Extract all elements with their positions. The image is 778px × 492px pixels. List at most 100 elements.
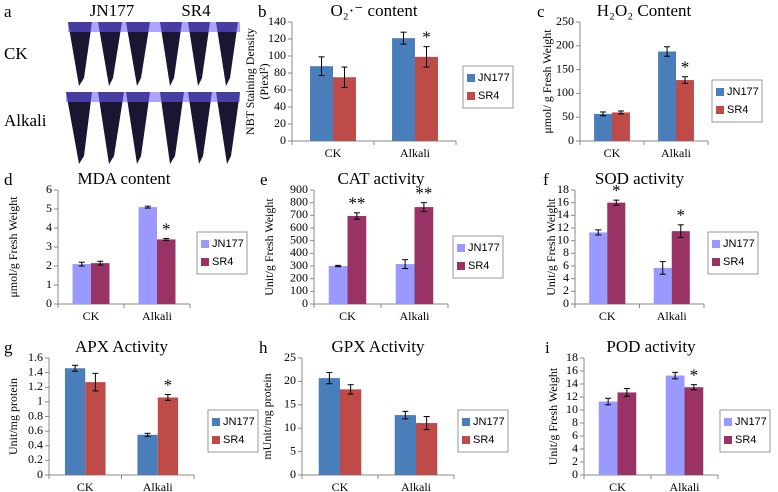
y-axis-label: Unit/g Fresh Weight (544, 198, 558, 296)
y-tick-label: 0.2 (28, 452, 43, 466)
y-tick-label: 1 (37, 394, 43, 408)
bar (414, 207, 434, 304)
y-tick-label: 0 (572, 467, 578, 481)
y-tick-label: 100 (290, 283, 308, 297)
root (160, 92, 184, 164)
column-label: JN177 (90, 1, 135, 20)
root (188, 92, 212, 164)
error-bar (318, 56, 325, 77)
y-tick-label: 100 (268, 48, 286, 62)
y-tick-label: 500 (290, 232, 308, 246)
chart-title: O₂·⁻ content (330, 1, 417, 20)
error-bar (677, 224, 684, 238)
chart-panel: b O₂·⁻ content NBT Staining Density (Piexl²… (243, 1, 514, 160)
y-tick-label: 14 (566, 376, 578, 390)
x-tick-label: Alkali (143, 480, 174, 492)
bar (594, 113, 612, 141)
chart-title: MDA content (77, 169, 170, 188)
y-tick-label: 8 (563, 245, 569, 259)
legend-box (196, 231, 248, 275)
y-axis-label: μmol/g Fresh Weight (6, 196, 20, 298)
bar (157, 397, 179, 475)
y-tick-label: 0 (302, 296, 308, 310)
bar (617, 392, 637, 475)
bar (64, 368, 86, 475)
legend-swatch (462, 436, 470, 444)
x-tick-label: CK (599, 309, 616, 323)
error-bar (659, 261, 666, 275)
bar (392, 38, 415, 141)
stain (68, 22, 240, 32)
panel-letter: d (4, 170, 13, 189)
x-tick-label: CK (77, 480, 94, 492)
y-tick-label: 1.4 (28, 364, 43, 378)
panel-letter: a (4, 2, 12, 21)
legend-swatch (724, 436, 732, 444)
x-tick-label: Alkali (401, 480, 432, 492)
legend-box (207, 409, 259, 453)
y-tick-label: 1.6 (28, 350, 43, 364)
chart-title: APX Activity (75, 337, 169, 356)
y-tick-label: 18 (566, 350, 578, 364)
panel-letter: f (543, 170, 549, 189)
y-tick-label: 6 (563, 258, 569, 272)
x-tick-label: CK (339, 309, 356, 323)
chart-panel: c H₂O₂ Content μmol/ g Fresh Weight 0 50 100 1… (537, 1, 763, 160)
y-tick-label: 300 (290, 258, 308, 272)
significance-label: * (677, 206, 686, 225)
error-bar (163, 237, 170, 241)
bar (658, 51, 676, 141)
bar (91, 263, 110, 304)
legend-swatch (212, 436, 220, 444)
y-tick-label: 14 (557, 207, 569, 221)
y-tick-label: 0 (290, 467, 296, 481)
bar (612, 112, 630, 141)
error-bar (144, 432, 151, 437)
y-tick-label: 10 (566, 402, 578, 416)
y-tick-label: 10 (557, 232, 569, 246)
y-tick-label: 0 (568, 133, 574, 147)
y-tick-label: 2 (563, 283, 569, 297)
root (126, 92, 150, 164)
y-tick-label: 600 (290, 220, 308, 234)
bar (137, 434, 158, 475)
root (188, 22, 210, 86)
legend-label: SR4 (727, 104, 748, 116)
chart-panel: g APX Activity Unit/mg protein 00.20.40.60.… (4, 337, 259, 492)
y-tick-label: 1.2 (28, 379, 43, 393)
legend-swatch (712, 258, 720, 266)
error-bar (423, 416, 430, 431)
stain (66, 92, 240, 102)
legend-label: JN177 (723, 238, 755, 250)
error-bar (613, 199, 620, 206)
y-tick-label: 18 (557, 182, 569, 196)
y-tick-label: 4 (46, 220, 52, 234)
legend-box (711, 79, 763, 123)
y-tick-label: 0 (46, 296, 52, 310)
error-bar (690, 384, 697, 391)
root-stain (66, 22, 240, 102)
y-tick-label: 2 (572, 454, 578, 468)
y-tick-label: 25 (284, 350, 296, 364)
y-tick-label: 0.6 (28, 423, 43, 437)
legend-swatch (724, 418, 732, 426)
legend-label: SR4 (212, 256, 233, 268)
error-bar (92, 372, 99, 392)
bar (72, 264, 91, 304)
error-bar (144, 205, 151, 209)
legend-swatch (712, 240, 720, 248)
y-tick-label: 15 (284, 397, 296, 411)
x-tick-label: Alkali (661, 146, 692, 160)
y-axis-label: mUnit/mg protein (260, 373, 274, 459)
bar (394, 415, 416, 475)
x-tick-label: CK (604, 146, 621, 160)
legend-swatch (201, 258, 209, 266)
bar (138, 207, 157, 304)
legend-label: SR4 (723, 256, 744, 268)
bar (415, 56, 438, 141)
significance-label: * (164, 375, 173, 394)
error-bar (326, 372, 333, 385)
error-bar (164, 394, 171, 401)
row-label: Alkali (4, 111, 47, 130)
